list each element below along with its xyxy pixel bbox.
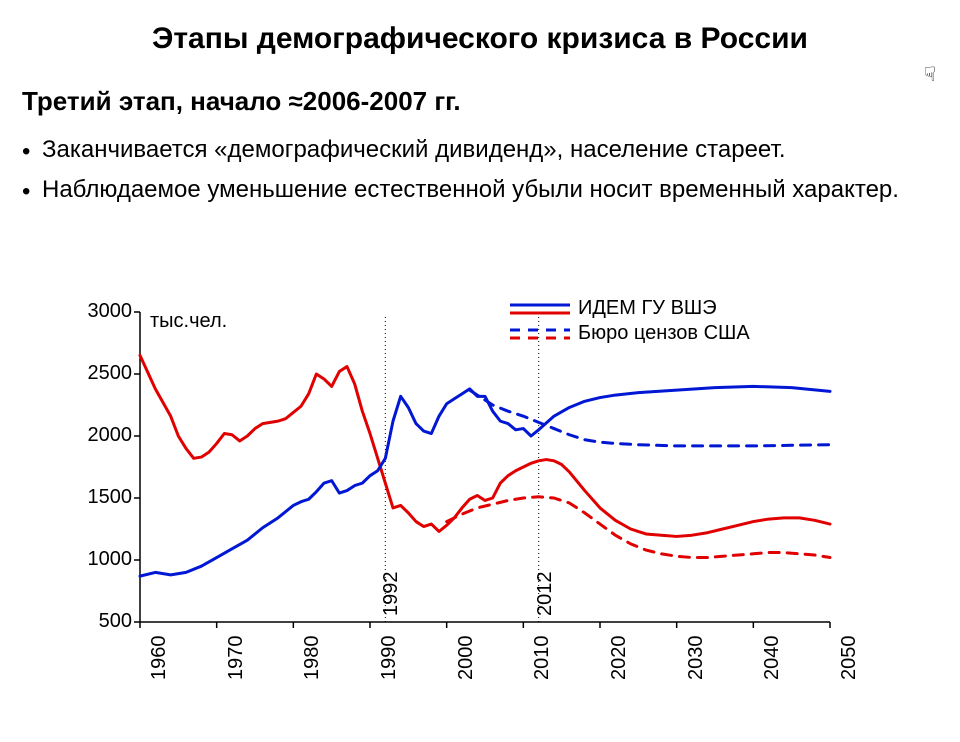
x-tick-label: 2010 <box>531 630 554 680</box>
stage-subtitle: Третий этап, начало ≈2006-2007 гг. <box>22 86 960 117</box>
y-tick-label: 1000 <box>72 548 132 571</box>
x-tick-label: 1990 <box>378 630 401 680</box>
y-tick-label: 2500 <box>72 362 132 385</box>
series-deaths-idem <box>140 386 830 576</box>
y-tick-label: 2000 <box>72 424 132 447</box>
x-tick-label: 1980 <box>301 630 324 680</box>
x-tick-label: 2000 <box>455 630 478 680</box>
legend-swatch <box>510 299 570 319</box>
bullet-list: Заканчивается «демографический дивиденд»… <box>22 135 938 205</box>
vline-label: 2012 <box>534 572 557 617</box>
cursor-icon: ☟ <box>924 62 936 87</box>
y-tick-label: 3000 <box>72 300 132 323</box>
legend-label: Бюро цензов США <box>578 322 750 345</box>
bullet-item: Заканчивается «демографический дивиденд»… <box>22 135 938 165</box>
y-axis-unit: тыс.чел. <box>150 310 227 333</box>
series-births-idem <box>140 355 830 536</box>
x-tick-label: 1970 <box>225 630 248 680</box>
chart-container: 50010001500200025003000 1960197019801990… <box>60 302 840 667</box>
legend-swatch <box>510 324 570 344</box>
legend-item: Бюро цензов США <box>510 322 750 345</box>
x-tick-label: 2040 <box>761 630 784 680</box>
y-tick-label: 1500 <box>72 486 132 509</box>
series-deaths-uscb <box>470 390 830 446</box>
x-tick-label: 2030 <box>685 630 708 680</box>
legend-item: ИДЕМ ГУ ВШЭ <box>510 297 750 320</box>
series-births-uscb <box>447 497 830 558</box>
x-tick-label: 2020 <box>608 630 631 680</box>
y-tick-label: 500 <box>72 610 132 633</box>
bullet-item: Наблюдаемое уменьшение естественной убыл… <box>22 175 938 205</box>
line-chart <box>60 302 840 662</box>
chart-legend: ИДЕМ ГУ ВШЭБюро цензов США <box>510 297 750 347</box>
x-tick-label: 1960 <box>148 630 171 680</box>
vline-label: 1992 <box>380 572 403 617</box>
x-tick-label: 2050 <box>838 630 861 680</box>
legend-label: ИДЕМ ГУ ВШЭ <box>578 297 717 320</box>
page-title: Этапы демографического кризиса в России <box>0 22 960 56</box>
